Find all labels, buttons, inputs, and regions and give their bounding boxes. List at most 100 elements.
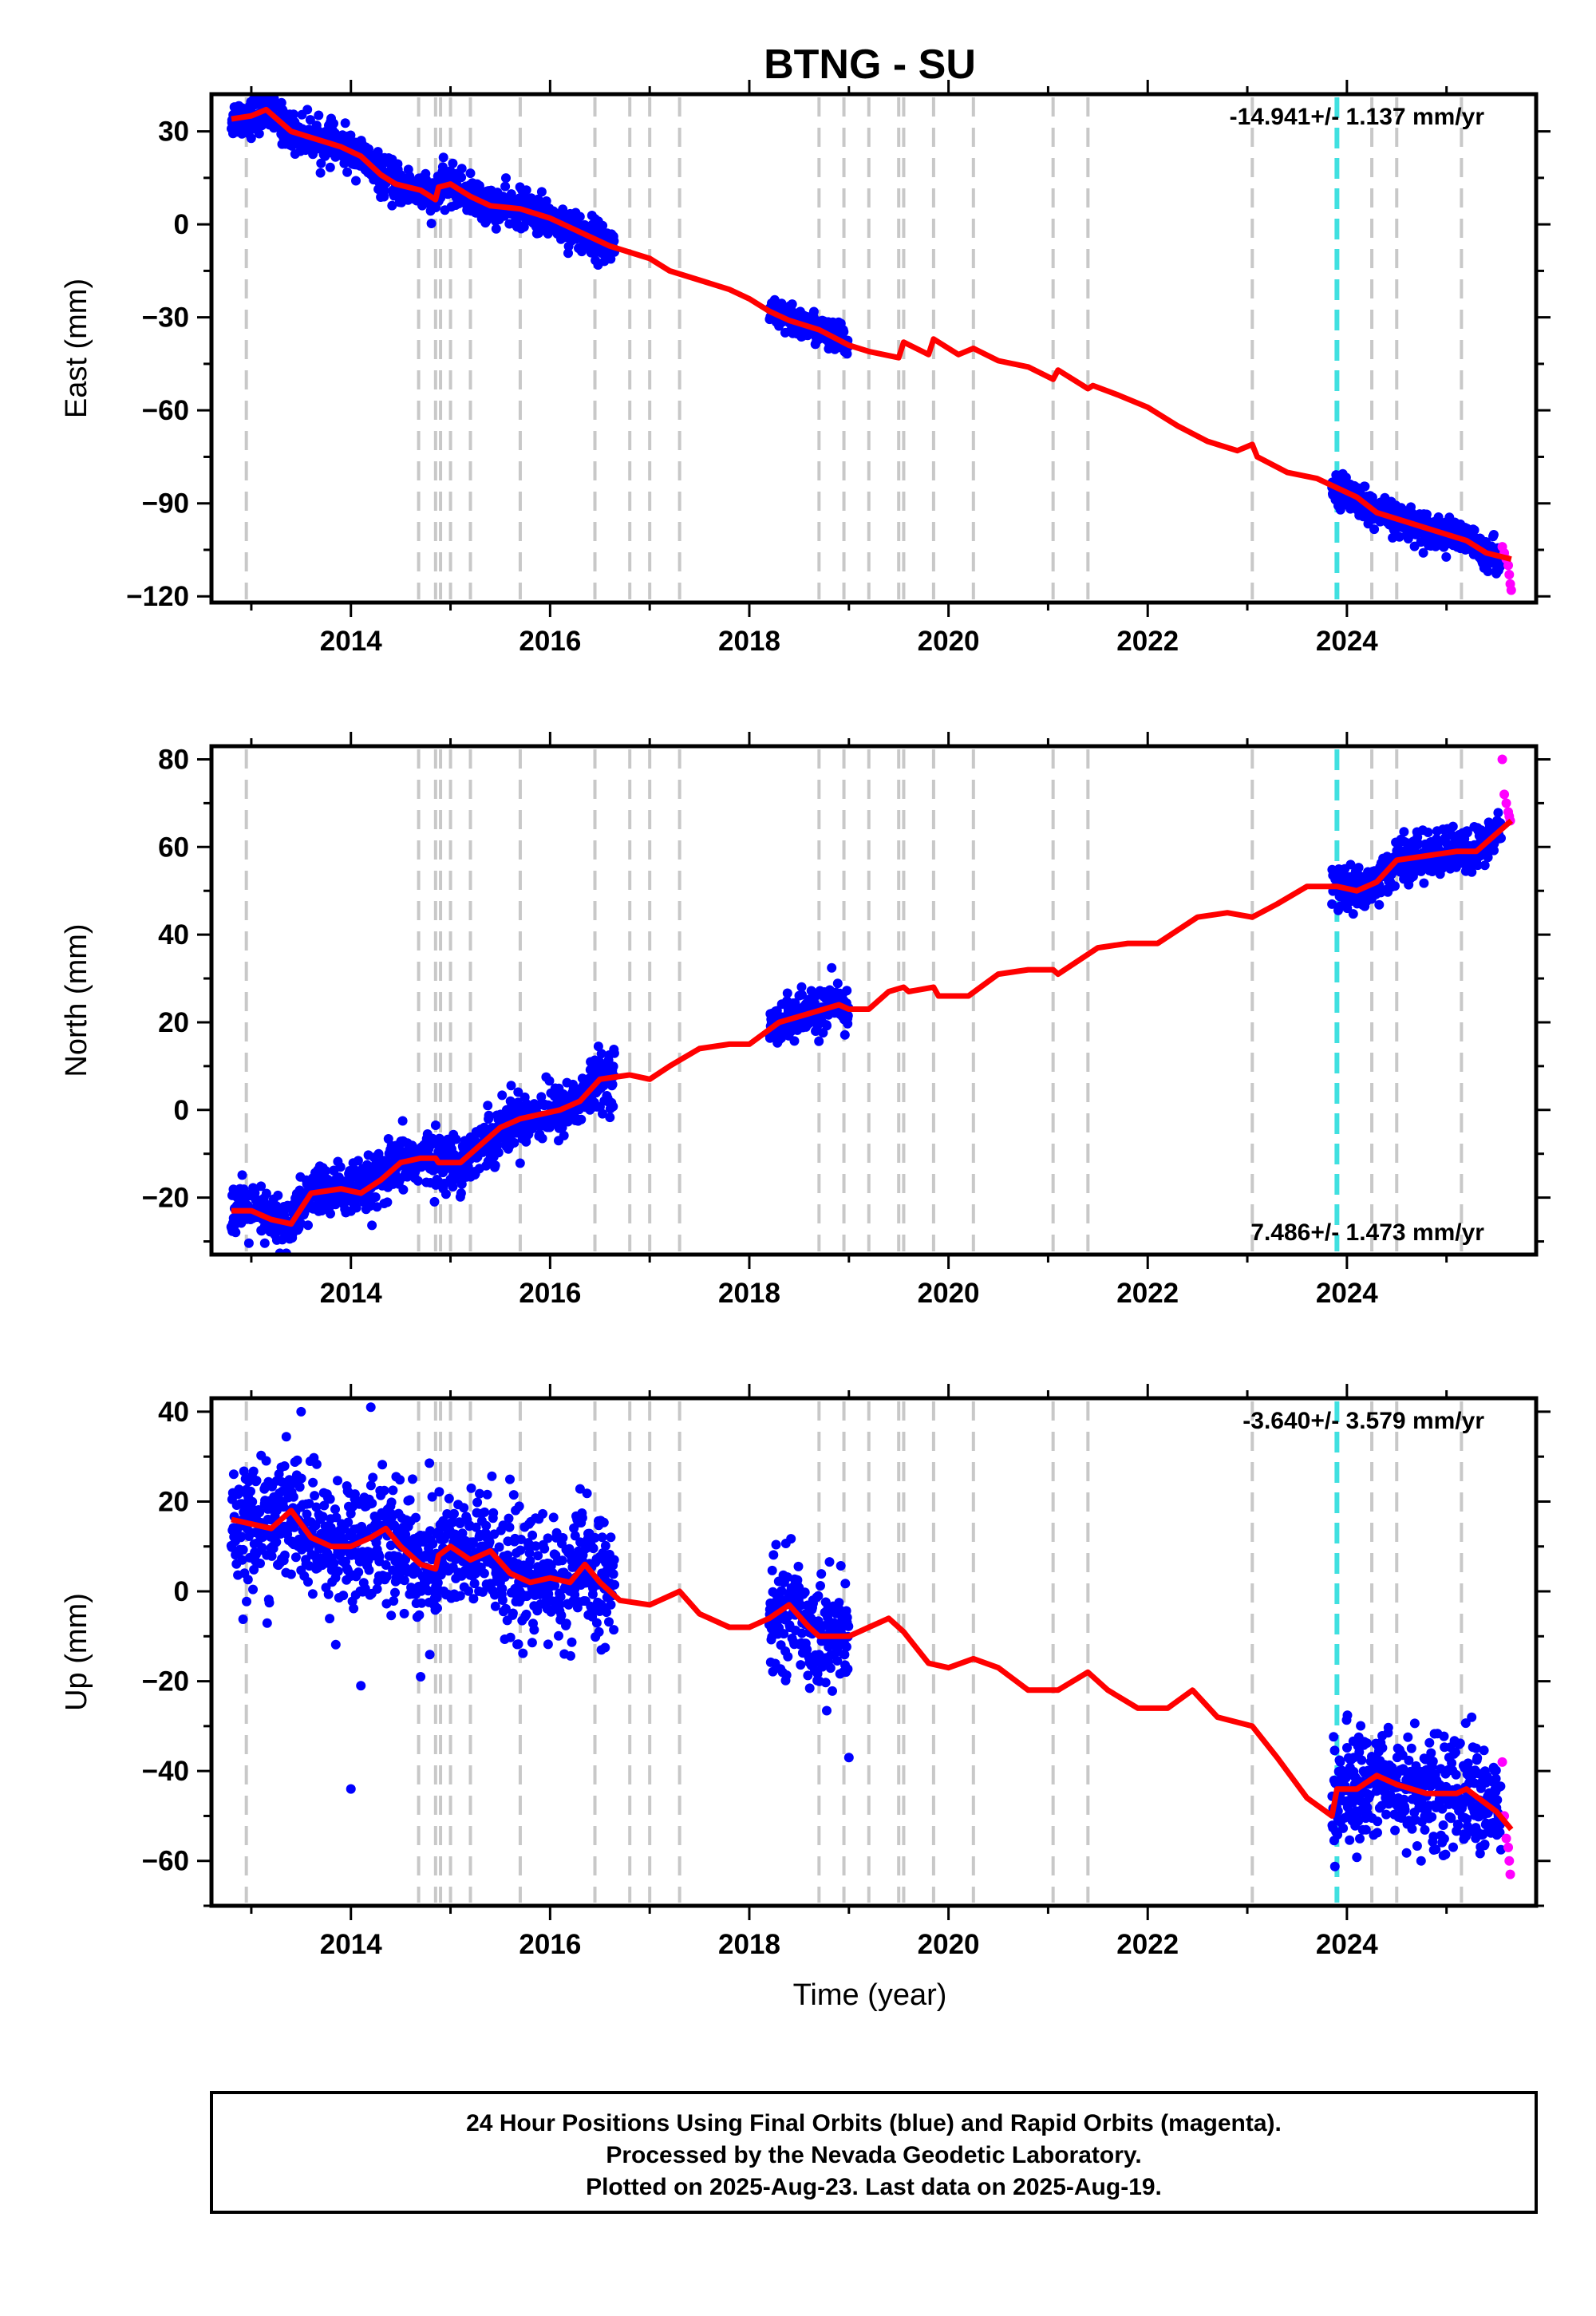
up-data-point	[793, 1561, 804, 1571]
up-data-point	[598, 1517, 609, 1528]
up-data-point	[525, 1555, 535, 1566]
east-data-point	[1469, 525, 1479, 536]
up-data-point	[505, 1474, 515, 1484]
up-data-point	[428, 1539, 438, 1549]
up-data-point	[388, 1485, 398, 1496]
up-data-point	[308, 1477, 318, 1488]
north-data-point	[303, 1220, 313, 1231]
up-data-point	[1335, 1757, 1345, 1767]
up-data-point	[1342, 1710, 1353, 1721]
east-rapid-orbit-point	[1503, 560, 1514, 571]
up-data-point	[390, 1587, 400, 1598]
up-data-point	[508, 1608, 518, 1618]
up-data-point	[248, 1466, 259, 1476]
north-data-point	[796, 982, 807, 992]
east-rapid-orbit-point	[1506, 585, 1516, 595]
up-data-point	[843, 1664, 853, 1674]
up-data-point	[600, 1642, 610, 1653]
up-data-point	[372, 1584, 382, 1594]
east-data-point	[500, 181, 511, 192]
up-data-point	[543, 1533, 553, 1543]
north-data-point	[513, 1087, 523, 1097]
up-data-point	[433, 1603, 442, 1614]
north-data-point	[483, 1101, 493, 1111]
up-data-point	[484, 1537, 495, 1547]
up-data-point	[318, 1512, 328, 1522]
north-data-point	[261, 1188, 271, 1199]
east-data-point	[314, 110, 324, 121]
east-data-point	[1483, 567, 1493, 576]
up-data-point	[257, 1543, 267, 1553]
up-data-point	[264, 1598, 275, 1608]
up-data-point	[575, 1484, 585, 1494]
up-data-point	[331, 1512, 342, 1523]
up-data-point	[478, 1587, 488, 1597]
up-data-point	[820, 1678, 831, 1688]
up-data-point	[475, 1488, 484, 1499]
up-data-point	[610, 1579, 620, 1590]
up-data-point	[504, 1513, 514, 1524]
up-data-point	[449, 1508, 459, 1519]
up-data-point	[482, 1489, 492, 1500]
up-data-point	[781, 1670, 792, 1680]
up-data-point	[414, 1610, 425, 1620]
north-x-tick-label: 2018	[718, 1278, 780, 1309]
north-x-tick-label: 2024	[1316, 1278, 1378, 1309]
up-data-point	[238, 1614, 248, 1624]
east-data-point	[456, 164, 467, 174]
up-data-point	[1406, 1743, 1416, 1753]
up-data-point	[349, 1603, 359, 1614]
up-data-point	[796, 1600, 806, 1611]
up-data-point	[472, 1497, 483, 1508]
east-x-tick-label: 2024	[1316, 626, 1378, 657]
up-data-point	[304, 1499, 314, 1509]
north-data-point	[544, 1076, 555, 1086]
up-data-point	[246, 1486, 255, 1496]
up-data-point	[824, 1557, 835, 1567]
up-data-point	[459, 1503, 469, 1513]
up-data-point	[842, 1612, 852, 1622]
up-data-point	[561, 1618, 571, 1629]
north-data-point	[1399, 827, 1409, 837]
east-data-point	[325, 162, 335, 172]
north-data-point	[429, 1196, 440, 1207]
east-data-point	[346, 130, 356, 140]
up-data-point	[796, 1660, 806, 1670]
north-data-point	[456, 1188, 466, 1199]
north-x-tick-label: 2016	[519, 1278, 581, 1309]
east-data-point	[541, 196, 551, 206]
north-data-point	[607, 1079, 618, 1089]
east-data-point	[1416, 537, 1426, 547]
north-data-point	[373, 1148, 384, 1159]
up-data-point	[1420, 1824, 1430, 1835]
up-data-point	[399, 1575, 409, 1586]
east-final-orbit-points	[227, 94, 1506, 579]
up-data-point	[386, 1497, 397, 1508]
north-data-point	[351, 1203, 361, 1213]
north-y-tick-label: 20	[158, 1007, 189, 1038]
north-data-point	[1493, 808, 1503, 818]
north-data-point	[557, 1122, 567, 1132]
up-data-point	[395, 1475, 405, 1485]
north-data-point	[492, 1140, 503, 1151]
up-data-point	[490, 1601, 500, 1611]
up-data-point	[533, 1551, 543, 1561]
east-data-point	[315, 168, 326, 178]
up-data-point	[600, 1540, 610, 1551]
north-data-point	[497, 1090, 508, 1101]
up-data-point	[767, 1565, 777, 1575]
up-data-point	[516, 1545, 526, 1555]
north-x-tick-label: 2020	[918, 1278, 980, 1309]
up-data-point	[364, 1565, 374, 1575]
up-data-point	[1357, 1755, 1367, 1765]
up-data-point	[1361, 1738, 1372, 1749]
north-data-point	[782, 988, 792, 998]
north-data-point	[1448, 821, 1458, 832]
north-data-point	[596, 1049, 606, 1059]
up-data-point	[1424, 1737, 1435, 1748]
east-data-point	[254, 128, 264, 139]
east-data-point	[438, 152, 448, 163]
up-data-point	[1399, 1794, 1409, 1804]
east-data-point	[456, 172, 467, 183]
